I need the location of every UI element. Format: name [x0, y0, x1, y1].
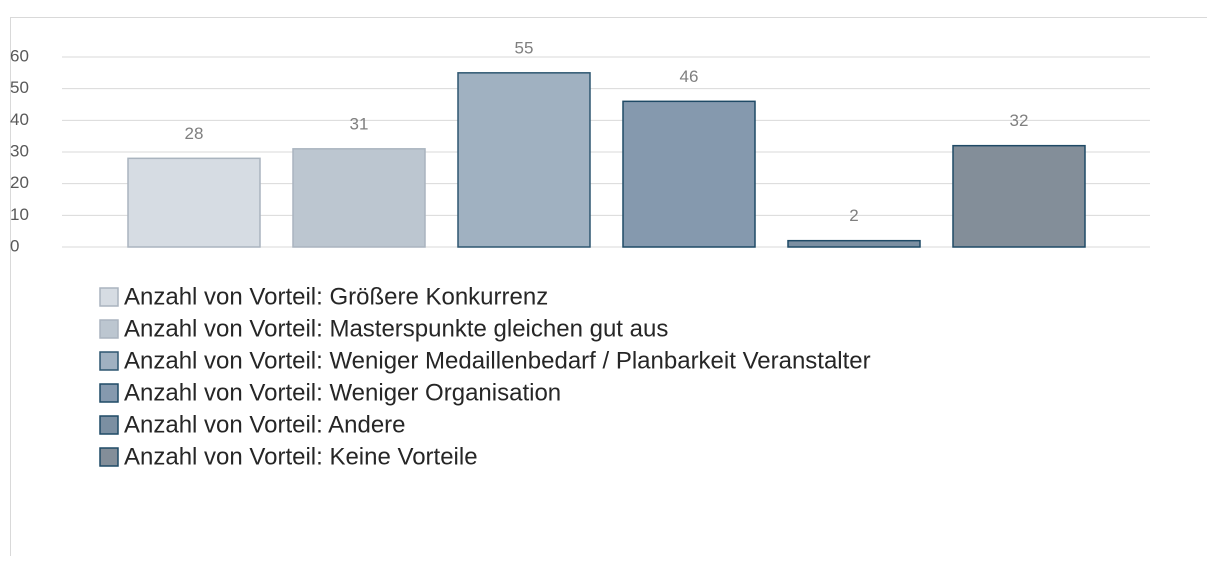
legend-label: Anzahl von Vorteil: Weniger Organisation — [124, 379, 561, 406]
bar — [953, 146, 1085, 247]
bar — [623, 101, 755, 247]
bar — [788, 241, 920, 247]
bar — [128, 158, 260, 247]
data-label: 31 — [350, 114, 369, 133]
data-label: 28 — [185, 124, 204, 143]
legend-label: Anzahl von Vorteil: Weniger Medaillenbed… — [124, 347, 871, 374]
legend-swatch — [100, 352, 118, 370]
legend-swatch — [100, 320, 118, 338]
bar — [458, 73, 590, 247]
data-label: 2 — [849, 206, 858, 225]
y-tick-label: 30 — [10, 141, 29, 160]
y-tick-label: 10 — [10, 205, 29, 224]
bar — [293, 149, 425, 247]
legend-swatch — [100, 416, 118, 434]
y-tick-label: 20 — [10, 173, 29, 192]
y-tick-label: 40 — [10, 110, 29, 129]
y-tick-label: 60 — [10, 46, 29, 65]
y-tick-label: 50 — [10, 78, 29, 97]
legend-label: Anzahl von Vorteil: Größere Konkurrenz — [124, 283, 548, 310]
legend-label: Anzahl von Vorteil: Masterspunkte gleich… — [124, 315, 668, 342]
legend-swatch — [100, 384, 118, 402]
legend-label: Anzahl von Vorteil: Keine Vorteile — [124, 443, 478, 470]
legend-swatch — [100, 288, 118, 306]
legend-swatch — [100, 448, 118, 466]
legend-label: Anzahl von Vorteil: Andere — [124, 411, 406, 438]
y-tick-label: 0 — [10, 236, 19, 255]
data-label: 32 — [1010, 111, 1029, 130]
data-label: 55 — [515, 38, 534, 57]
data-label: 46 — [680, 67, 699, 86]
